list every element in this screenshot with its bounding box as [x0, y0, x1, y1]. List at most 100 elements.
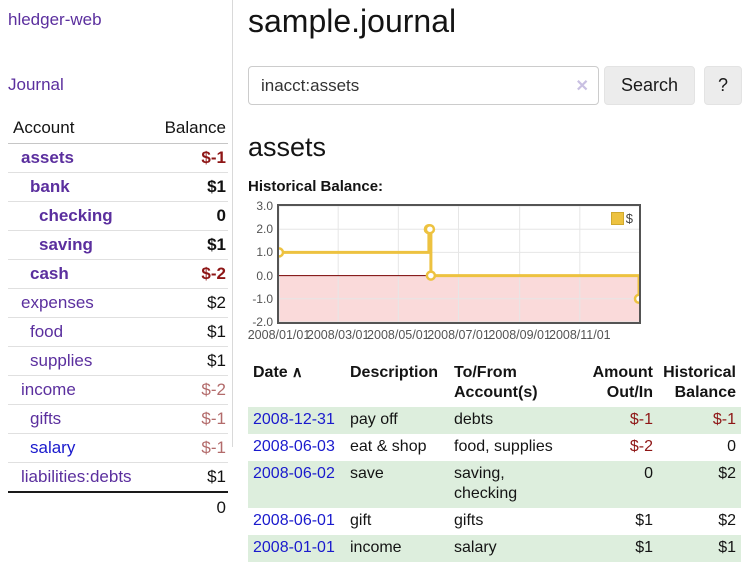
account-row: expenses $2: [8, 288, 228, 318]
x-tick-label: 2008/03/01: [306, 328, 370, 342]
y-tick-label: -2.0: [252, 315, 273, 329]
transaction-amount: $1: [570, 534, 658, 562]
account-row: checking 0: [8, 201, 228, 231]
account-balance: $1: [153, 462, 228, 493]
account-link-income[interactable]: income: [21, 380, 76, 399]
chart-legend: $: [609, 211, 634, 226]
transaction-accounts: saving, checking: [449, 460, 570, 509]
balance-chart-canvas: [279, 206, 639, 322]
transaction-description: save: [345, 460, 449, 509]
help-button[interactable]: ?: [703, 66, 742, 105]
transaction-amount: $1: [635, 512, 653, 530]
account-balance: 0: [153, 201, 228, 231]
transaction-date-link[interactable]: 2008-01-01: [253, 538, 335, 556]
register-row: 2008-06-02 save saving, checking 0 $2: [248, 460, 741, 509]
transaction-description: pay off: [345, 406, 449, 434]
x-tick-label: 2008/07/01: [427, 328, 490, 342]
register-row: 2008-06-03 eat & shop food, supplies $-2…: [248, 434, 741, 461]
register-row: 2008-06-01 gift gifts $1 $2: [248, 508, 741, 535]
register-col-date[interactable]: Date ∧: [253, 364, 303, 381]
app-brand-link[interactable]: hledger-web: [8, 10, 102, 29]
account-row: salary $-1: [8, 433, 228, 463]
transaction-balance: $-1: [658, 406, 741, 434]
account-link-bank[interactable]: bank: [30, 177, 70, 196]
search-input[interactable]: [248, 66, 599, 105]
transaction-accounts: salary: [449, 534, 570, 562]
account-balance: $1: [153, 230, 228, 260]
transaction-date-link[interactable]: 2008-06-02: [253, 464, 335, 482]
x-tick-label: 2008/01/01: [247, 328, 311, 342]
account-row: income $-2: [8, 375, 228, 405]
y-tick-label: 1.0: [256, 245, 273, 260]
account-link-saving[interactable]: saving: [39, 235, 93, 254]
account-row: bank $1: [8, 172, 228, 202]
search-form: ✕ Search ?: [248, 66, 742, 105]
y-tick-label: 0.0: [256, 268, 273, 283]
account-link-assets[interactable]: assets: [21, 148, 74, 167]
transaction-description: gift: [350, 512, 372, 530]
sidebar-item-journal[interactable]: Journal: [8, 75, 64, 94]
account-link-cash[interactable]: cash: [30, 264, 69, 283]
page-title: sample.journal: [248, 3, 457, 39]
register-col-balance: Historical Balance: [663, 364, 736, 402]
accounts-total-value: 0: [153, 491, 228, 522]
account-link-salary[interactable]: salary: [30, 438, 76, 457]
clear-search-icon[interactable]: ✕: [575, 77, 589, 95]
register-row: 2008-12-31 pay off debts $-1 $-1: [248, 406, 741, 434]
chart-title: Historical Balance:: [248, 178, 384, 195]
account-balance: $-1: [153, 404, 228, 434]
transaction-balance: $2: [718, 512, 736, 530]
account-balance: $2: [153, 288, 228, 318]
balance-chart: 3.0 2.0 1.0 0.0 -1.0 -2.0 $ 2008/01/01 2008/03…: [248, 199, 648, 347]
transaction-accounts: gifts: [454, 512, 484, 530]
register-col-description: Description: [350, 364, 439, 381]
accounts-total-row: 0: [8, 491, 228, 522]
transaction-amount: $-2: [629, 437, 653, 455]
transaction-accounts: debts: [449, 406, 570, 434]
account-heading: assets: [248, 132, 327, 162]
account-link-liabilities-debts[interactable]: liabilities:debts: [21, 467, 132, 486]
account-balance: $-1: [153, 143, 228, 173]
transaction-date-link[interactable]: 2008-12-31: [253, 410, 335, 428]
account-link-supplies[interactable]: supplies: [30, 351, 93, 370]
transaction-balance: 0: [727, 437, 736, 455]
account-link-food[interactable]: food: [30, 322, 64, 341]
main-content: sample.journal ✕ Search ? assets Histori…: [234, 0, 742, 562]
transaction-balance: $1: [658, 534, 741, 562]
chart-y-axis: 3.0 2.0 1.0 0.0 -1.0 -2.0: [248, 199, 273, 329]
y-tick-label: 2.0: [256, 222, 273, 237]
account-link-checking[interactable]: checking: [39, 206, 113, 225]
sidebar: hledger-web Journal Account Balance asse…: [0, 0, 233, 522]
transaction-amount: 0: [570, 460, 658, 509]
account-row: food $1: [8, 317, 228, 347]
transaction-date-link[interactable]: 2008-06-03: [253, 437, 335, 455]
account-balance: $-2: [153, 375, 228, 405]
account-row: assets $-1: [8, 143, 228, 173]
account-link-expenses[interactable]: expenses: [21, 293, 94, 312]
account-row: gifts $-1: [8, 404, 228, 434]
search-button[interactable]: Search: [603, 66, 695, 105]
account-balance: $1: [153, 346, 228, 376]
register-table: Date ∧ Description To/From Account(s) Amo…: [248, 360, 741, 562]
transaction-date-link[interactable]: 2008-06-01: [253, 512, 335, 530]
accounts-col-header: Account: [8, 116, 154, 144]
chart-x-axis: 2008/01/01 2008/03/01 2008/05/01 2008/07/01…: [248, 328, 641, 346]
x-tick-label: 2008/05/01: [367, 328, 430, 342]
account-row: supplies $1: [8, 346, 228, 376]
account-link-gifts[interactable]: gifts: [30, 409, 62, 428]
y-tick-label: -1.0: [252, 291, 273, 306]
balance-col-header: Balance: [153, 116, 228, 144]
chart-plot[interactable]: $: [277, 204, 641, 324]
transaction-balance: $2: [658, 460, 741, 509]
account-row: liabilities:debts $1: [8, 462, 228, 493]
legend-swatch-icon: [610, 212, 624, 225]
account-balance: $-2: [153, 259, 228, 289]
sort-ascending-icon: ∧: [291, 364, 303, 381]
transaction-amount: $-1: [570, 406, 658, 434]
legend-label: $: [625, 211, 633, 226]
transaction-description: eat & shop: [350, 437, 427, 455]
account-row: cash $-2: [8, 259, 228, 289]
transaction-accounts: food, supplies: [454, 437, 553, 455]
x-tick-label: 2008/09/01: [488, 328, 551, 342]
x-tick-label: 2008/11/01: [548, 328, 611, 342]
